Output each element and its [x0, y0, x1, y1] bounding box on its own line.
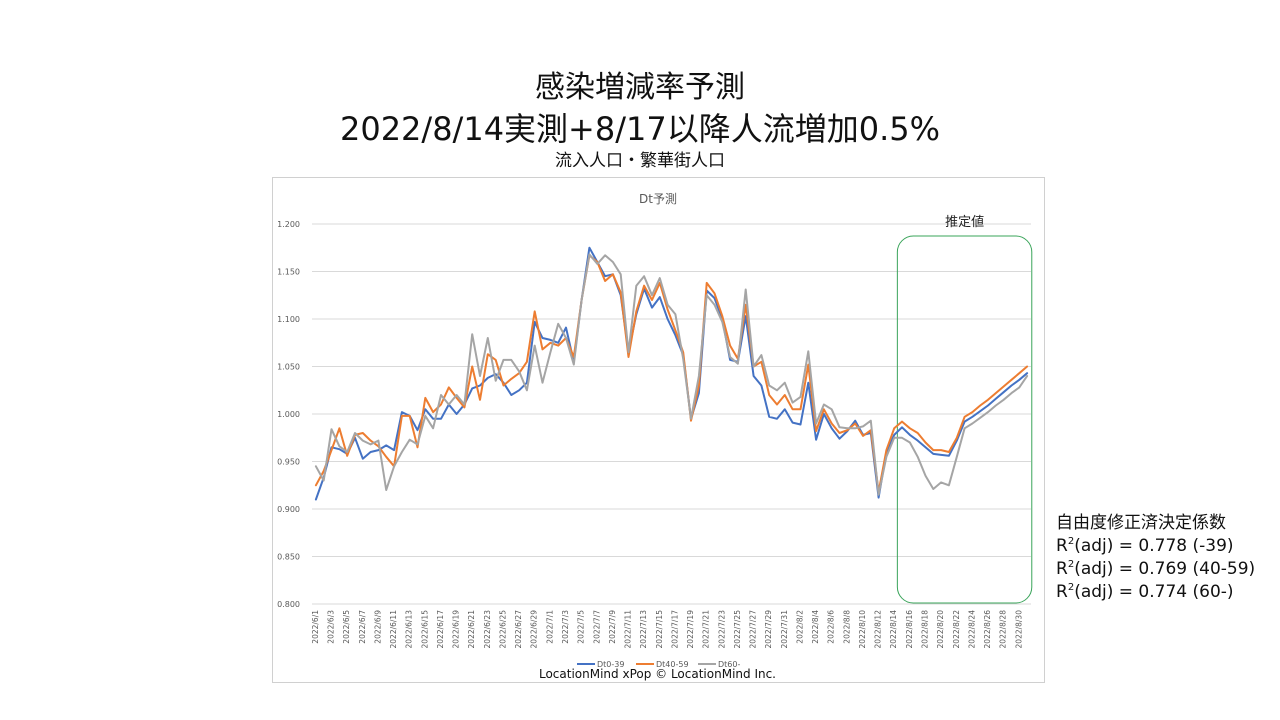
- y-tick-label: 0.850: [277, 553, 300, 562]
- r-symbol: R: [1056, 559, 1068, 579]
- x-tick-label: 2022/7/7: [592, 610, 601, 644]
- x-tick-label: 2022/6/21: [467, 610, 476, 649]
- r-symbol: R: [1056, 582, 1068, 602]
- x-tick-label: 2022/6/3: [327, 610, 336, 644]
- y-tick-label: 0.950: [277, 458, 300, 467]
- x-tick-label: 2022/7/29: [764, 610, 773, 649]
- x-tick-label: 2022/6/27: [514, 610, 523, 649]
- x-tick-label: 2022/8/22: [952, 610, 961, 649]
- x-tick-label: 2022/8/30: [1014, 610, 1023, 649]
- superscript: 2: [1067, 582, 1075, 593]
- y-tick-label: 1.000: [277, 410, 300, 419]
- r2-stats-panel: 自由度修正済決定係数 R2(adj) = 0.778 (-39) R2(adj)…: [1056, 512, 1255, 604]
- x-tick-label: 2022/8/4: [811, 610, 820, 644]
- x-tick-label: 2022/7/21: [702, 610, 711, 649]
- stats-row-text: (adj) = 0.774 (60-): [1074, 582, 1234, 602]
- x-tick-label: 2022/7/13: [639, 610, 648, 649]
- x-tick-label: 2022/7/5: [577, 610, 586, 644]
- x-tick-label: 2022/7/1: [545, 610, 554, 644]
- chart-frame: 0.800 0.850 0.900 0.950 1.000 1.050 1.100 1.150…: [272, 177, 1045, 683]
- x-tick-label: 2022/6/7: [358, 610, 367, 644]
- x-tick-label: 2022/8/12: [874, 610, 883, 649]
- series-line-Dt4059: [314, 254, 1029, 493]
- x-tick-label: 2022/8/14: [889, 610, 898, 649]
- x-tick-label: 2022/7/31: [780, 610, 789, 649]
- x-axis-ticks: 2022/6/1 2022/6/3 2022/6/5 2022/6/7 2022/6/9…: [311, 610, 1023, 649]
- x-tick-label: 2022/6/17: [436, 610, 445, 649]
- gridlines: [312, 223, 1031, 605]
- x-tick-label: 2022/8/6: [827, 610, 836, 644]
- y-tick-label: 1.050: [277, 363, 300, 372]
- x-tick-label: 2022/6/25: [498, 610, 507, 649]
- superscript: 2: [1067, 536, 1075, 547]
- page-title: 感染増減率予測: [535, 70, 745, 105]
- x-tick-label: 2022/6/13: [405, 610, 414, 649]
- x-tick-label: 2022/7/3: [561, 610, 570, 644]
- estimate-region-label: 推定値: [945, 214, 984, 230]
- x-tick-label: 2022/8/8: [842, 610, 851, 644]
- superscript: 2: [1067, 559, 1075, 570]
- x-tick-label: 2022/7/17: [670, 610, 679, 649]
- stats-heading: 自由度修正済決定係数: [1056, 513, 1226, 533]
- x-tick-label: 2022/8/16: [905, 610, 914, 649]
- stats-row-text: (adj) = 0.769 (40-59): [1074, 559, 1256, 579]
- x-tick-label: 2022/6/29: [530, 610, 539, 649]
- line-chart: 0.800 0.850 0.900 0.950 1.000 1.050 1.100 1.150…: [277, 192, 1033, 669]
- chart-title: Dt予測: [639, 192, 677, 206]
- x-tick-label: 2022/8/10: [858, 610, 867, 649]
- x-tick-label: 2022/7/19: [686, 610, 695, 649]
- x-tick-label: 2022/8/28: [999, 610, 1008, 649]
- y-tick-label: 1.150: [277, 268, 300, 277]
- x-tick-label: 2022/7/23: [717, 610, 726, 649]
- x-tick-label: 2022/7/9: [608, 610, 617, 644]
- series-lines: [314, 246, 1029, 501]
- series-line-Dt60: [314, 253, 1029, 496]
- x-tick-label: 2022/7/25: [733, 610, 742, 649]
- x-tick-label: 2022/6/19: [452, 610, 461, 649]
- x-tick-label: 2022/7/15: [655, 610, 664, 649]
- x-tick-label: 2022/6/1: [311, 610, 320, 644]
- r-symbol: R: [1056, 536, 1068, 556]
- x-tick-label: 2022/8/26: [983, 610, 992, 649]
- y-axis-ticks: 0.800 0.850 0.900 0.950 1.000 1.050 1.100 1.150…: [277, 220, 300, 609]
- page-subtitle: 流入人口・繁華街人口: [555, 151, 725, 171]
- x-tick-label: 2022/8/24: [967, 610, 976, 649]
- y-tick-label: 0.800: [277, 600, 300, 609]
- copyright-credit: LocationMind xPop © LocationMind Inc.: [538, 667, 776, 681]
- chart-legend: Dt0-39 Dt40-59 Dt60-: [577, 660, 740, 669]
- estimate-region-box: [896, 235, 1033, 604]
- page-title-condition: 2022/8/14実測+8/17以降人流増加0.5%: [339, 110, 941, 148]
- x-tick-label: 2022/6/5: [342, 610, 351, 644]
- legend-label: Dt60-: [718, 660, 740, 669]
- stats-row: R2(adj) = 0.774 (60-): [1056, 581, 1255, 604]
- y-tick-label: 1.100: [277, 315, 300, 324]
- x-tick-label: 2022/8/20: [936, 610, 945, 649]
- x-tick-label: 2022/8/18: [920, 610, 929, 649]
- x-tick-label: 2022/8/2: [795, 610, 804, 644]
- stats-row: R2(adj) = 0.778 (-39): [1056, 535, 1255, 558]
- stats-row: R2(adj) = 0.769 (40-59): [1056, 558, 1255, 581]
- x-tick-label: 2022/6/15: [420, 610, 429, 649]
- legend-label: Dt40-59: [656, 660, 689, 669]
- y-tick-label: 1.200: [277, 220, 300, 229]
- x-tick-label: 2022/6/9: [373, 610, 382, 644]
- x-tick-label: 2022/6/11: [389, 610, 398, 649]
- x-tick-label: 2022/6/23: [483, 610, 492, 649]
- x-tick-label: 2022/7/27: [749, 610, 758, 649]
- stats-row-text: (adj) = 0.778 (-39): [1074, 536, 1234, 556]
- y-tick-label: 0.900: [277, 505, 300, 514]
- x-tick-label: 2022/7/11: [624, 610, 633, 649]
- legend-label: Dt0-39: [597, 660, 624, 669]
